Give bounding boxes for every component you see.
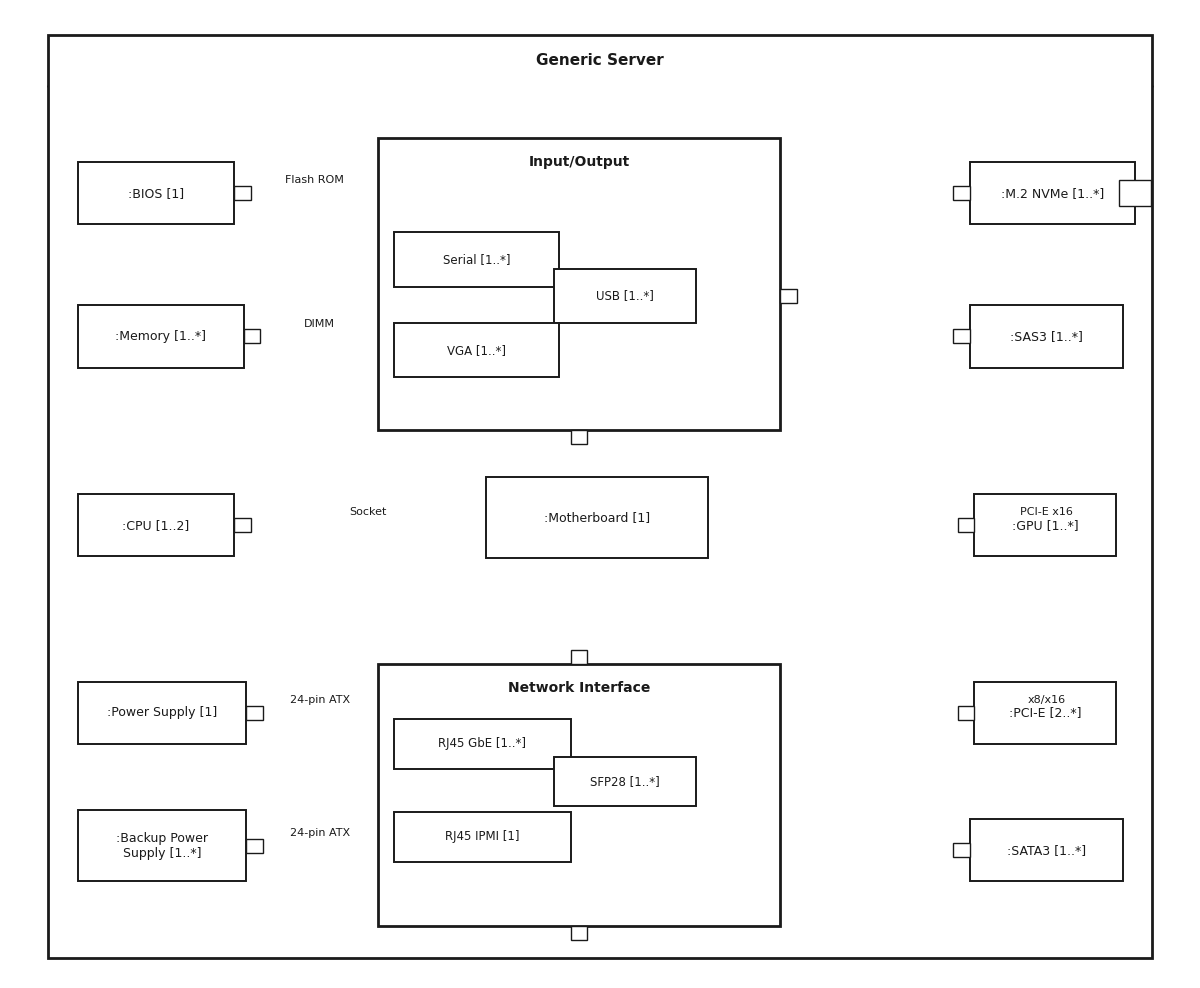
Bar	[953, 330, 970, 344]
Bar	[974, 494, 1116, 556]
Text: :GPU [1..*]: :GPU [1..*]	[1012, 519, 1079, 532]
Text: :Backup Power
Supply [1..*]: :Backup Power Supply [1..*]	[116, 832, 208, 860]
Text: :CPU [1..2]: :CPU [1..2]	[122, 519, 190, 532]
Bar	[246, 705, 263, 719]
Text: :PCI-E [2..*]: :PCI-E [2..*]	[1009, 706, 1081, 719]
Bar	[571, 430, 588, 444]
Bar	[78, 682, 246, 744]
Bar	[780, 289, 797, 302]
Text: SFP28 [1..*]: SFP28 [1..*]	[590, 775, 660, 788]
Text: Network Interface: Network Interface	[508, 681, 650, 695]
Bar	[394, 323, 559, 377]
Text: Socket: Socket	[349, 507, 388, 518]
Bar	[554, 269, 696, 323]
Bar	[1120, 180, 1151, 206]
Text: :M.2 NVMe [1..*]: :M.2 NVMe [1..*]	[1001, 187, 1104, 200]
Text: x8/x16: x8/x16	[1027, 695, 1066, 705]
Bar	[970, 162, 1135, 224]
Bar	[234, 519, 251, 532]
Bar	[953, 187, 970, 201]
Text: USB [1..*]: USB [1..*]	[596, 289, 654, 302]
Text: RJ45 IPMI [1]: RJ45 IPMI [1]	[445, 830, 520, 844]
Bar	[571, 926, 588, 940]
Text: PCI-E x16: PCI-E x16	[1020, 507, 1073, 518]
Text: :SAS3 [1..*]: :SAS3 [1..*]	[1010, 330, 1082, 343]
Bar	[958, 519, 974, 532]
Text: Generic Server: Generic Server	[536, 52, 664, 68]
Text: :Motherboard [1]: :Motherboard [1]	[544, 511, 650, 525]
Text: 24-pin ATX: 24-pin ATX	[290, 828, 350, 838]
Text: :BIOS [1]: :BIOS [1]	[128, 187, 184, 200]
Bar	[970, 819, 1123, 881]
Bar	[970, 305, 1123, 368]
Bar	[78, 494, 234, 556]
Text: RJ45 GbE [1..*]: RJ45 GbE [1..*]	[438, 737, 527, 751]
Bar	[234, 187, 251, 201]
Bar	[486, 477, 708, 558]
Bar	[78, 810, 246, 881]
Bar	[958, 705, 974, 719]
Bar	[394, 812, 571, 862]
Bar	[571, 650, 588, 664]
Bar	[378, 138, 780, 430]
Bar	[554, 757, 696, 806]
Text: :Memory [1..*]: :Memory [1..*]	[115, 330, 206, 343]
Text: Input/Output: Input/Output	[528, 155, 630, 169]
Bar	[244, 330, 260, 344]
Text: DIMM: DIMM	[304, 318, 335, 329]
Text: Serial [1..*]: Serial [1..*]	[443, 253, 510, 266]
Bar	[246, 839, 263, 853]
Bar	[78, 305, 244, 368]
Bar	[78, 162, 234, 224]
Bar	[953, 843, 970, 857]
Text: 24-pin ATX: 24-pin ATX	[290, 695, 350, 705]
Text: :Power Supply [1]: :Power Supply [1]	[107, 706, 217, 719]
Text: VGA [1..*]: VGA [1..*]	[446, 344, 506, 357]
Bar	[394, 719, 571, 769]
Text: Flash ROM: Flash ROM	[284, 175, 344, 186]
Text: :SATA3 [1..*]: :SATA3 [1..*]	[1007, 844, 1086, 857]
Bar	[974, 682, 1116, 744]
Bar	[394, 232, 559, 287]
Bar	[378, 664, 780, 926]
